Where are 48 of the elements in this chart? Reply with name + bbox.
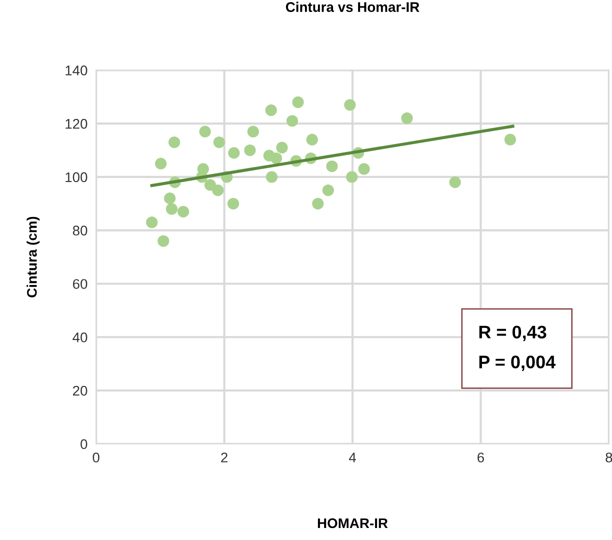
- chart-title: Cintura vs Homar-IR: [286, 2, 420, 12]
- point: [199, 126, 211, 138]
- point: [306, 134, 318, 146]
- point: [168, 136, 180, 148]
- point: [346, 171, 358, 183]
- point: [227, 198, 240, 210]
- point: [146, 216, 158, 228]
- annotation: R = 0,43: [479, 326, 546, 342]
- point: [358, 163, 370, 175]
- point: [244, 144, 256, 156]
- x-tick-label: 2: [221, 452, 228, 462]
- x-axis-title: HOMAR-IR: [318, 518, 388, 528]
- point: [177, 206, 190, 218]
- y-axis-title: Cintura (cm): [26, 216, 40, 298]
- point: [166, 203, 178, 215]
- point: [213, 136, 225, 148]
- y-tick-label: 20: [73, 386, 88, 396]
- point: [247, 126, 259, 138]
- y-tick-label: 60: [73, 279, 88, 289]
- point: [286, 115, 298, 127]
- point: [266, 171, 278, 183]
- x-tick-label: 0: [92, 452, 100, 462]
- point: [326, 160, 338, 172]
- y-tick-label: 140: [66, 66, 88, 76]
- y-tick-label: 0: [80, 439, 88, 450]
- x-tick-label: 8: [606, 452, 612, 462]
- point: [265, 104, 277, 116]
- y-tick-label: 40: [72, 332, 88, 342]
- x-tick-label: 6: [478, 452, 484, 462]
- point: [292, 96, 304, 108]
- point: [155, 158, 167, 170]
- point: [312, 198, 324, 210]
- point: [504, 134, 516, 146]
- point: [344, 99, 356, 111]
- point: [212, 184, 224, 196]
- point: [228, 147, 240, 159]
- point: [401, 112, 413, 124]
- x-tick-label: 4: [348, 452, 356, 462]
- point: [449, 176, 461, 188]
- point: [164, 192, 176, 204]
- y-tick-label: 100: [66, 172, 88, 182]
- annotation: P = 0,004: [479, 356, 556, 372]
- y-tick-label: 120: [66, 118, 88, 129]
- y-tick-label: 80: [72, 226, 88, 236]
- point: [276, 142, 288, 154]
- point: [322, 184, 334, 196]
- point: [158, 235, 170, 247]
- point: [270, 152, 282, 164]
